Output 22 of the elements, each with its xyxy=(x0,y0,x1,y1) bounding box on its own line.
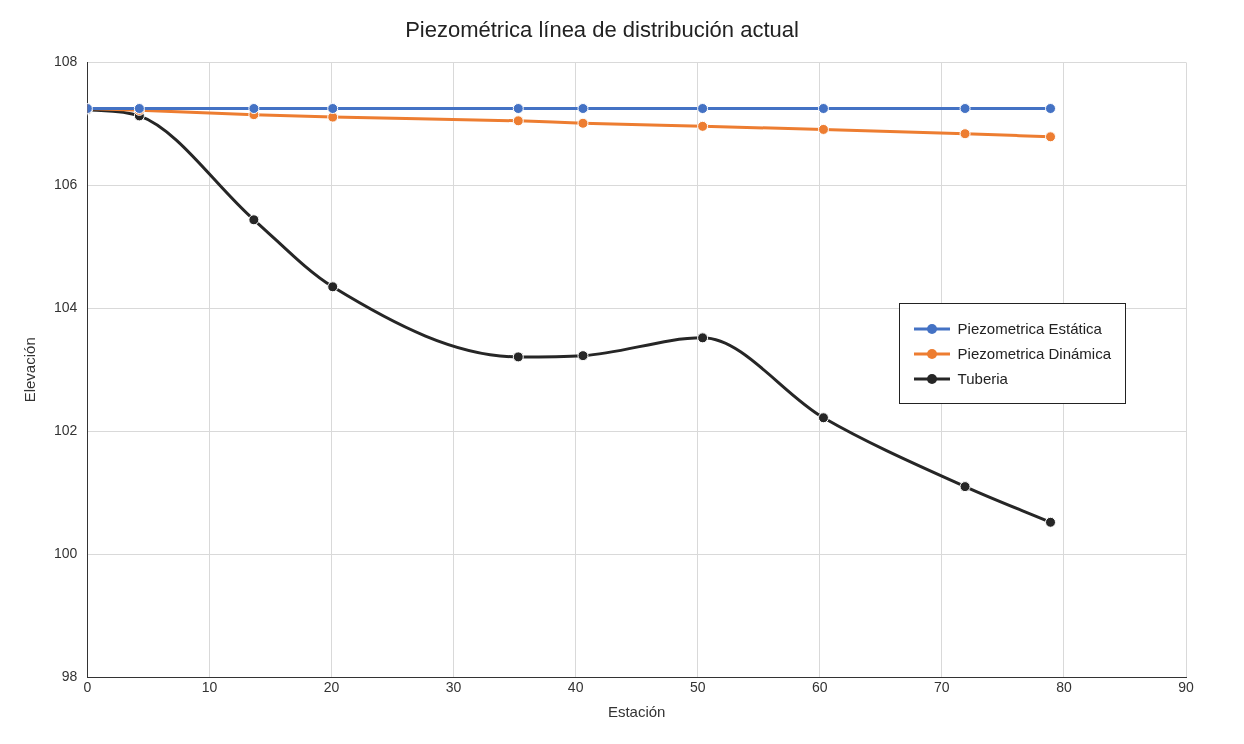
x-tick-label: 90 xyxy=(1178,679,1194,696)
x-tick-label: 40 xyxy=(567,679,584,696)
chart-title: Piezométrica línea de distribución actual xyxy=(405,17,799,43)
x-tick-label: 20 xyxy=(323,679,340,696)
x-tick-label: 10 xyxy=(201,679,218,696)
legend-label: Piezometrica Estática xyxy=(957,320,1102,337)
y-tick-label: 106 xyxy=(54,176,78,193)
x-tick-label: 70 xyxy=(934,679,950,696)
x-tick-label: 60 xyxy=(812,679,828,696)
y-tick-label: 104 xyxy=(54,299,78,316)
y-axis-title: Elevación xyxy=(21,337,39,403)
legend-label: Tuberia xyxy=(957,370,1008,387)
x-tick-label: 30 xyxy=(445,679,462,696)
x-axis-title: Estación xyxy=(607,703,666,721)
y-tick-label: 100 xyxy=(54,545,78,562)
x-tick-label: 50 xyxy=(689,679,706,696)
x-tick-label: 80 xyxy=(1056,679,1072,696)
y-tick-label: 108 xyxy=(54,53,78,70)
x-tick-label: 0 xyxy=(83,679,92,696)
y-tick-label: 102 xyxy=(54,422,78,439)
y-tick-label: 98 xyxy=(61,668,78,685)
legend-label: Piezometrica Dinámica xyxy=(957,345,1111,362)
